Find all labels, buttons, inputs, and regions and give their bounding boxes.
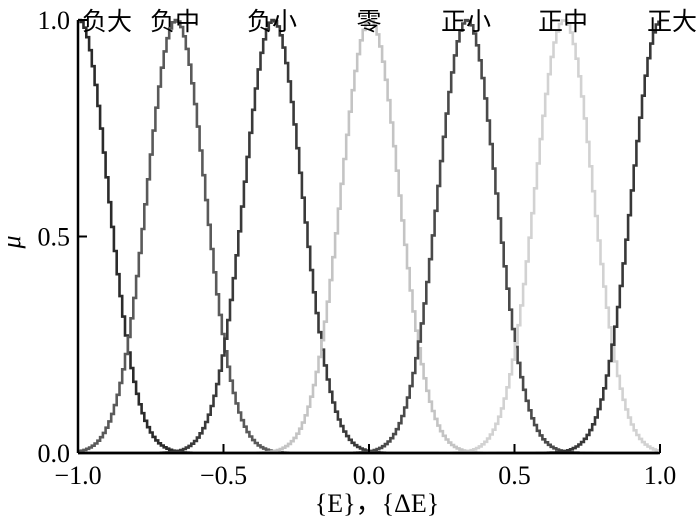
series-curve-4 xyxy=(78,18,659,455)
series-labels: 负大 负中 负小 零 正小 正中 正大 xyxy=(82,7,697,36)
series-curves xyxy=(78,18,660,455)
x-axis-title: {E}，{ΔE} xyxy=(315,489,439,518)
y-axis-title: μ xyxy=(0,235,26,249)
series-label-2: 负中 xyxy=(150,7,200,36)
y-tick-label: 0.5 xyxy=(38,223,71,252)
x-tick-label: 0.5 xyxy=(498,461,531,490)
series-label-1: 负大 xyxy=(82,7,132,36)
x-tick-label: 1.0 xyxy=(644,461,677,490)
series-label-5: 正小 xyxy=(441,7,491,36)
x-tick-label: 0.0 xyxy=(353,461,386,490)
series-curve-3 xyxy=(78,18,659,455)
series-label-7: 正大 xyxy=(647,7,697,36)
series-label-6: 正中 xyxy=(538,7,588,36)
series-curve-1 xyxy=(78,18,659,455)
axes xyxy=(76,20,660,455)
series-label-3: 负小 xyxy=(247,7,297,36)
y-tick-label: 0.0 xyxy=(38,439,71,468)
series-curve-6 xyxy=(78,19,660,455)
series-label-4: 零 xyxy=(356,7,381,36)
x-tick-label: −0.5 xyxy=(200,461,247,490)
series-curve-2 xyxy=(78,18,659,455)
series-curve-7 xyxy=(78,20,660,455)
ticks: −1.0 −0.5 0.0 0.5 1.0 0.0 0.5 1.0 xyxy=(38,6,677,490)
series-curve-5 xyxy=(78,18,659,455)
x-tick-label: −1.0 xyxy=(54,461,101,490)
y-tick-label: 1.0 xyxy=(38,6,71,35)
